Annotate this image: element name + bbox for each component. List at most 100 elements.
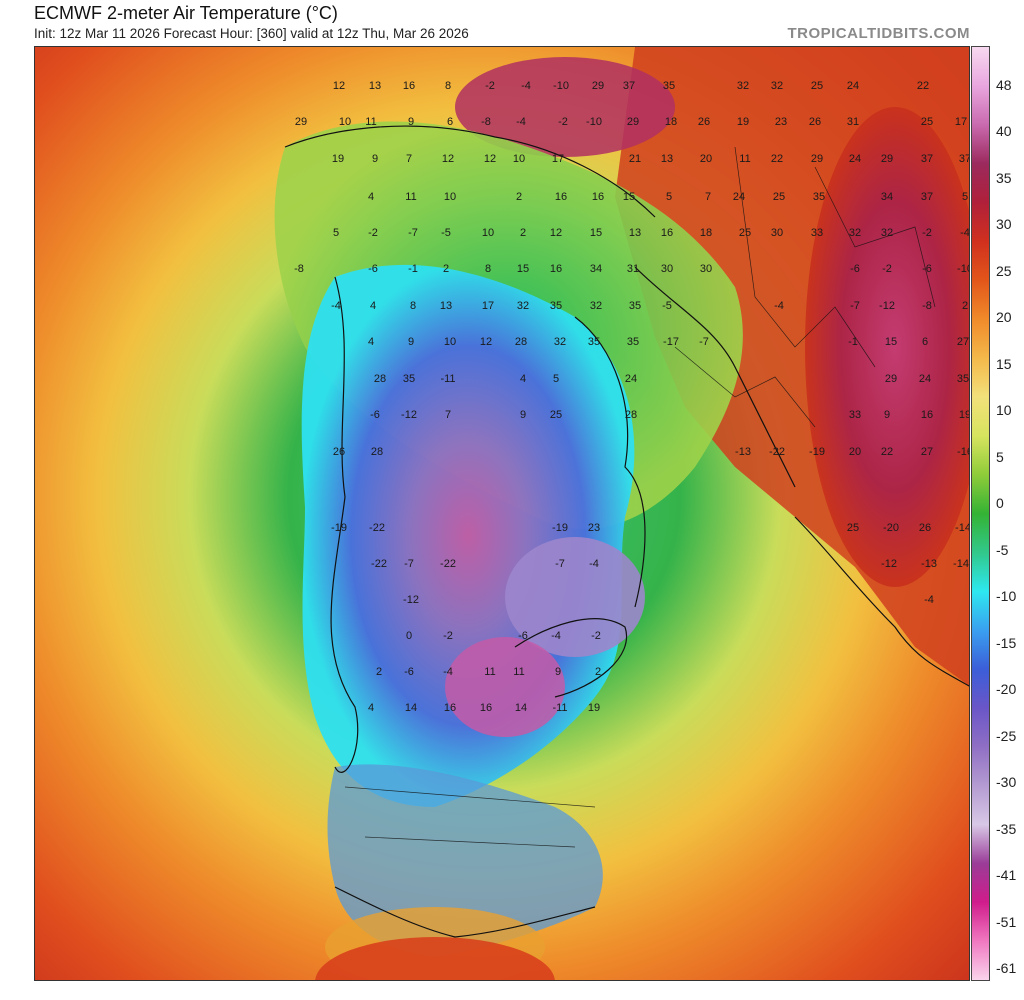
temperature-value-label: 24 <box>847 80 859 92</box>
temperature-value-label: -16 <box>957 446 970 458</box>
temperature-value-label: 24 <box>733 191 745 203</box>
temperature-value-label: 13 <box>661 153 673 165</box>
temperature-value-label: 25 <box>550 409 562 421</box>
temperature-value-label: 5 <box>962 191 968 203</box>
temperature-value-label: 4 <box>520 373 526 385</box>
temperature-value-label: 12 <box>484 153 496 165</box>
temperature-value-label: 27 <box>957 336 969 348</box>
temperature-value-label: 11 <box>405 191 416 203</box>
temperature-value-label: -4 <box>331 300 341 312</box>
colorbar-tick-label: -61 <box>996 960 1017 976</box>
temperature-value-label: 35 <box>957 373 969 385</box>
temperature-value-label: -2 <box>922 227 932 239</box>
temperature-value-label: 33 <box>811 227 823 239</box>
temperature-value-label: -2 <box>882 263 892 275</box>
colorbar-tick-label: -30 <box>996 774 1017 791</box>
temperature-value-label: 34 <box>590 263 602 275</box>
temperature-value-label: -22 <box>769 446 785 458</box>
temperature-value-label: 30 <box>661 263 673 275</box>
temperature-value-label: 21 <box>629 153 641 165</box>
region-siberia-east <box>455 57 675 157</box>
temperature-value-label: 16 <box>661 227 673 239</box>
temperature-value-label: 9 <box>408 116 414 128</box>
temperature-value-label: 7 <box>406 153 412 165</box>
temperature-value-label: 35 <box>550 300 562 312</box>
temperature-value-label: -4 <box>774 300 784 312</box>
temperature-value-label: 25 <box>847 522 859 534</box>
temperature-value-label: -19 <box>331 522 347 534</box>
temperature-value-label: 28 <box>515 336 527 348</box>
temperature-value-label: 17 <box>955 116 967 128</box>
colorbar-tick-label: -20 <box>996 681 1017 698</box>
temperature-value-label: 9 <box>408 336 414 348</box>
temperature-value-label: 14 <box>405 702 417 714</box>
temperature-value-label: 16 <box>592 191 604 203</box>
temperature-value-label: -10 <box>553 80 569 92</box>
temperature-value-label: -12 <box>401 409 417 421</box>
temperature-value-label: -8 <box>294 263 304 275</box>
temperature-value-label: 16 <box>444 702 456 714</box>
temperature-value-label: -17 <box>663 336 679 348</box>
temperature-value-label: 26 <box>698 116 710 128</box>
temperature-value-label: 29 <box>627 116 639 128</box>
temperature-value-label: 15 <box>517 263 529 275</box>
colorbar-tick-label: -51 <box>996 913 1017 930</box>
temperature-value-label: 18 <box>665 116 677 128</box>
temperature-value-label: 11 <box>484 666 495 678</box>
temperature-value-label: -7 <box>408 227 418 239</box>
colorbar-tick-label: 35 <box>996 169 1012 186</box>
temperature-value-label: 4 <box>368 191 374 203</box>
temperature-value-label: 6 <box>922 336 928 348</box>
temperature-value-label: 35 <box>663 80 675 92</box>
temperature-value-label: 34 <box>881 191 893 203</box>
temperature-value-label: 30 <box>771 227 783 239</box>
temperature-value-label: -22 <box>440 558 456 570</box>
temperature-value-label: 29 <box>295 116 307 128</box>
temperature-value-label: -2 <box>591 630 601 642</box>
temperature-value-label: -6 <box>850 263 860 275</box>
temperature-value-label: 9 <box>520 409 526 421</box>
temperature-value-label: 35 <box>588 336 600 348</box>
temperature-value-label: 8 <box>410 300 416 312</box>
coastlines <box>284 125 969 938</box>
temperature-value-label: -4 <box>960 227 970 239</box>
temperature-value-label: -6 <box>922 263 932 275</box>
temperature-value-label: -4 <box>443 666 453 678</box>
colorbar-tick-label: 25 <box>996 262 1012 279</box>
temperature-value-label: 24 <box>919 373 931 385</box>
temperature-value-label: -1 <box>408 263 418 275</box>
temperature-value-label: -19 <box>809 446 825 458</box>
temperature-value-label: 12 <box>550 227 562 239</box>
temperature-value-label: 4 <box>370 300 376 312</box>
temperature-value-label: 19 <box>737 116 749 128</box>
temperature-value-label: -20 <box>883 522 899 534</box>
temperature-value-label: 17 <box>482 300 494 312</box>
temperature-value-label: 25 <box>921 116 933 128</box>
temperature-value-label: 2 <box>962 300 968 312</box>
temperature-value-label: 8 <box>445 80 451 92</box>
temperature-value-label: -22 <box>371 558 387 570</box>
temperature-value-label: -4 <box>521 80 531 92</box>
temperature-value-label: 10 <box>339 116 351 128</box>
temperature-value-label: 19 <box>588 702 600 714</box>
temperature-value-label: 31 <box>847 116 859 128</box>
temperature-value-label: 4 <box>368 336 374 348</box>
brand-watermark: TROPICALTIDBITS.COM <box>787 25 970 42</box>
temperature-value-label: -13 <box>735 446 751 458</box>
colorbar-tick-label: 30 <box>996 216 1012 233</box>
temperature-value-label: 5 <box>553 373 559 385</box>
temperature-value-label: 29 <box>811 153 823 165</box>
temperature-value-label: 28 <box>374 373 386 385</box>
temperature-value-label: -6 <box>404 666 414 678</box>
region-usa <box>327 764 603 957</box>
temperature-value-label: 29 <box>592 80 604 92</box>
region-greenland <box>505 537 645 657</box>
temperature-value-label: 11 <box>739 153 750 165</box>
temperature-value-label: -8 <box>481 116 491 128</box>
temperature-value-label: 14 <box>515 702 527 714</box>
temperature-value-label: 16 <box>550 263 562 275</box>
temperature-value-label: 16 <box>555 191 567 203</box>
temperature-value-label: 22 <box>771 153 783 165</box>
temperature-value-label: 16 <box>403 80 415 92</box>
colorbar-tick-label: -41 <box>996 867 1017 884</box>
